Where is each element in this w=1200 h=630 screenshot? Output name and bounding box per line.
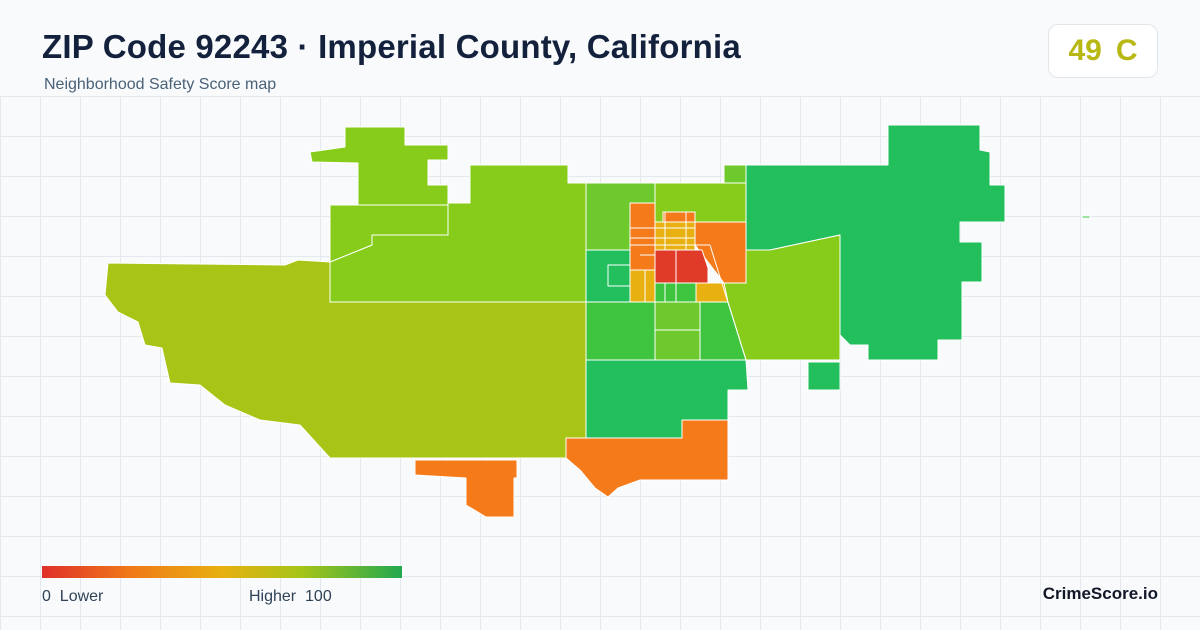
map-region-downtown-yellow-a[interactable]	[654, 221, 696, 251]
map-region-downtown-yellow-b[interactable]	[662, 211, 696, 223]
page-subtitle: Neighborhood Safety Score map	[44, 76, 277, 93]
map-region-downtown-orange-west[interactable]	[629, 202, 656, 271]
map-region-northeast-tab[interactable]	[723, 164, 747, 184]
map-region-southwest-orange[interactable]	[414, 459, 518, 518]
map-region-south-central-a[interactable]	[585, 301, 656, 361]
map-region-southeast-orange[interactable]	[565, 419, 729, 498]
legend-high-label: Higher	[249, 588, 297, 605]
map-region-north-notch[interactable]	[309, 126, 449, 206]
legend-high: Higher 100	[249, 588, 332, 606]
score-grade: C	[1115, 34, 1138, 67]
header-band	[0, 0, 1200, 96]
map-region-downtown-yellow-c[interactable]	[629, 269, 656, 303]
map-region-east-sliver[interactable]	[1081, 215, 1091, 219]
map-region-downtown-red[interactable]	[654, 249, 709, 284]
map-street-lines	[630, 212, 747, 361]
legend-low-value: 0	[42, 588, 51, 605]
legend-low-label: Lower	[59, 588, 104, 605]
map-region-south-central-b[interactable]	[654, 301, 701, 361]
brand-logo-text[interactable]: CrimeScore.io	[1042, 584, 1158, 603]
legend-low: 0 Lower	[42, 588, 103, 606]
legend-color-bar	[42, 566, 402, 578]
legend-high-value: 100	[305, 588, 332, 605]
page-title: ZIP Code 92243 · Imperial County, Califo…	[42, 28, 741, 65]
score-value: 49	[1068, 34, 1102, 67]
score-badge: 49 C	[1048, 24, 1158, 78]
map-region-central-green-small[interactable]	[607, 264, 631, 287]
map-region-east-islet[interactable]	[807, 361, 841, 391]
